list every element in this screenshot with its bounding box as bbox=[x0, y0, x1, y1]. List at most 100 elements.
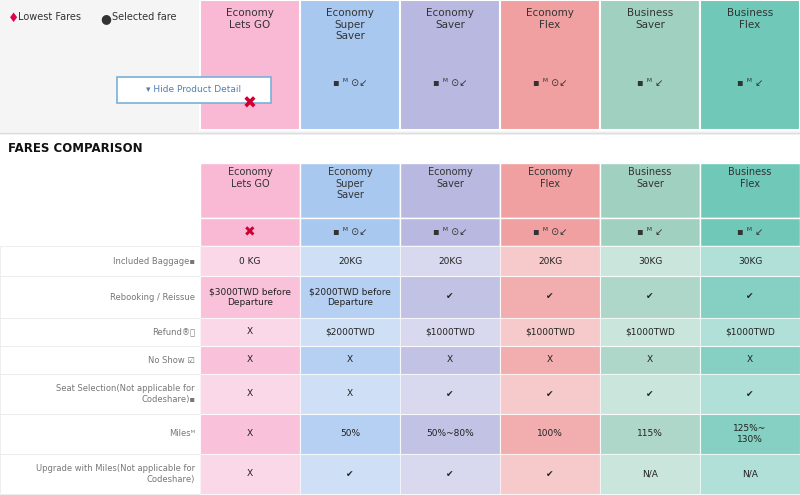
Bar bbox=[500, 276, 600, 318]
Bar bbox=[0, 414, 200, 454]
Text: ▪ ᴹ ⊙↙: ▪ ᴹ ⊙↙ bbox=[333, 78, 367, 88]
Text: X: X bbox=[347, 390, 353, 398]
Bar bbox=[200, 276, 300, 318]
Text: ▪ ᴹ ⊙↙: ▪ ᴹ ⊙↙ bbox=[433, 78, 467, 88]
Bar bbox=[600, 318, 700, 346]
Bar bbox=[700, 218, 800, 246]
Text: Economy
Flex: Economy Flex bbox=[528, 167, 572, 189]
Text: ✔: ✔ bbox=[446, 390, 454, 398]
Bar bbox=[600, 374, 700, 414]
Text: ✔: ✔ bbox=[646, 293, 654, 301]
Text: ▪ ᴹ ⊙↙: ▪ ᴹ ⊙↙ bbox=[533, 78, 567, 88]
Text: Economy
Saver: Economy Saver bbox=[428, 167, 472, 189]
Bar bbox=[300, 374, 400, 414]
Text: ▪ ᴹ ⊙↙: ▪ ᴹ ⊙↙ bbox=[533, 227, 567, 237]
Text: X: X bbox=[647, 355, 653, 364]
Text: $1000TWD: $1000TWD bbox=[525, 328, 575, 337]
Text: 30KG: 30KG bbox=[738, 256, 762, 265]
Bar bbox=[200, 374, 300, 414]
Text: 100%: 100% bbox=[537, 430, 563, 439]
Bar bbox=[700, 0, 800, 130]
Text: $2000TWD before
Departure: $2000TWD before Departure bbox=[309, 287, 391, 307]
Text: X: X bbox=[247, 469, 253, 479]
Bar bbox=[200, 163, 300, 218]
Bar bbox=[200, 218, 300, 246]
Text: 125%~
130%: 125%~ 130% bbox=[734, 424, 766, 444]
Text: ✔: ✔ bbox=[446, 469, 454, 479]
Text: ▪ ᴹ ↙: ▪ ᴹ ↙ bbox=[737, 78, 763, 88]
Text: 20KG: 20KG bbox=[438, 256, 462, 265]
Text: Seat Selection(Not applicable for
Codeshare)▪: Seat Selection(Not applicable for Codesh… bbox=[56, 384, 195, 404]
Text: ▪ ᴹ ⊙↙: ▪ ᴹ ⊙↙ bbox=[433, 227, 467, 237]
Bar bbox=[300, 163, 400, 218]
Text: Lowest Fares: Lowest Fares bbox=[18, 12, 81, 22]
Text: Economy
Lets GO: Economy Lets GO bbox=[226, 8, 274, 30]
Bar bbox=[600, 0, 700, 130]
Text: ✔: ✔ bbox=[746, 390, 754, 398]
Bar bbox=[500, 246, 600, 276]
Bar bbox=[700, 414, 800, 454]
Bar bbox=[300, 454, 400, 494]
Text: ✔: ✔ bbox=[346, 469, 354, 479]
Text: ▪ ᴹ ↙: ▪ ᴹ ↙ bbox=[737, 227, 763, 237]
Text: Milesᴹ: Milesᴹ bbox=[169, 430, 195, 439]
Text: $1000TWD: $1000TWD bbox=[725, 328, 775, 337]
Bar bbox=[300, 0, 400, 130]
Text: ✔: ✔ bbox=[546, 293, 554, 301]
Text: X: X bbox=[247, 430, 253, 439]
Text: 30KG: 30KG bbox=[638, 256, 662, 265]
Bar bbox=[200, 414, 300, 454]
Bar bbox=[300, 346, 400, 374]
Bar bbox=[300, 218, 400, 246]
Text: N/A: N/A bbox=[642, 469, 658, 479]
Bar bbox=[0, 318, 200, 346]
Bar bbox=[200, 246, 300, 276]
Text: 20KG: 20KG bbox=[338, 256, 362, 265]
Bar bbox=[400, 414, 500, 454]
Bar bbox=[700, 374, 800, 414]
Text: FARES COMPARISON: FARES COMPARISON bbox=[8, 142, 142, 155]
Bar bbox=[700, 163, 800, 218]
Bar bbox=[600, 163, 700, 218]
Text: N/A: N/A bbox=[742, 469, 758, 479]
Bar bbox=[600, 454, 700, 494]
Bar bbox=[400, 454, 500, 494]
Text: 50%~80%: 50%~80% bbox=[426, 430, 474, 439]
Text: X: X bbox=[447, 355, 453, 364]
Bar bbox=[700, 246, 800, 276]
Text: X: X bbox=[247, 390, 253, 398]
Bar bbox=[700, 346, 800, 374]
Bar bbox=[0, 374, 200, 414]
Bar bbox=[300, 246, 400, 276]
Text: $2000TWD: $2000TWD bbox=[325, 328, 375, 337]
Bar bbox=[400, 374, 500, 414]
Text: $3000TWD before
Departure: $3000TWD before Departure bbox=[209, 287, 291, 307]
Text: Rebooking / Reissue: Rebooking / Reissue bbox=[110, 293, 195, 301]
Bar bbox=[400, 246, 500, 276]
Text: ●: ● bbox=[100, 12, 111, 25]
Text: ▪ ᴹ ↙: ▪ ᴹ ↙ bbox=[637, 78, 663, 88]
Bar bbox=[0, 276, 200, 318]
Text: X: X bbox=[247, 355, 253, 364]
Bar bbox=[400, 218, 500, 246]
Text: ✔: ✔ bbox=[546, 469, 554, 479]
Text: X: X bbox=[347, 355, 353, 364]
Text: $1000TWD: $1000TWD bbox=[625, 328, 675, 337]
Text: ✔: ✔ bbox=[546, 390, 554, 398]
Bar bbox=[200, 346, 300, 374]
Text: Economy
Flex: Economy Flex bbox=[526, 8, 574, 30]
Text: X: X bbox=[747, 355, 753, 364]
Text: Upgrade with Miles(Not applicable for
Codeshare): Upgrade with Miles(Not applicable for Co… bbox=[36, 464, 195, 484]
Text: ✖: ✖ bbox=[243, 95, 257, 113]
Text: Economy
Lets GO: Economy Lets GO bbox=[228, 167, 272, 189]
Text: Business
Saver: Business Saver bbox=[628, 167, 672, 189]
Text: 20KG: 20KG bbox=[538, 256, 562, 265]
Bar bbox=[500, 374, 600, 414]
Text: Economy
Super
Saver: Economy Super Saver bbox=[328, 167, 372, 200]
Bar bbox=[300, 414, 400, 454]
Bar bbox=[500, 318, 600, 346]
Bar bbox=[500, 414, 600, 454]
Bar bbox=[400, 346, 500, 374]
Text: Economy
Super
Saver: Economy Super Saver bbox=[326, 8, 374, 41]
Text: 50%: 50% bbox=[340, 430, 360, 439]
